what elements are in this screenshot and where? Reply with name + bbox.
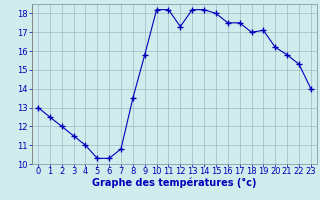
X-axis label: Graphe des températures (°c): Graphe des températures (°c)	[92, 177, 257, 188]
